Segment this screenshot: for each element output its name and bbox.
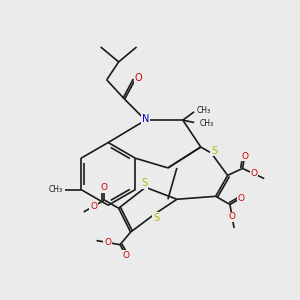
- Text: N: N: [142, 114, 149, 124]
- Text: O: O: [229, 212, 236, 221]
- Text: O: O: [101, 183, 108, 192]
- Text: O: O: [135, 73, 142, 83]
- Text: S: S: [211, 146, 217, 156]
- Text: CH₃: CH₃: [49, 185, 63, 194]
- Text: S: S: [141, 178, 147, 188]
- Text: O: O: [90, 202, 97, 211]
- Text: O: O: [123, 251, 130, 260]
- Text: O: O: [237, 194, 244, 203]
- Text: O: O: [241, 152, 248, 160]
- Text: CH₃: CH₃: [196, 106, 210, 115]
- Text: O: O: [104, 238, 111, 247]
- Text: CH₃: CH₃: [199, 118, 213, 127]
- Text: S: S: [153, 213, 159, 223]
- Text: O: O: [250, 169, 257, 178]
